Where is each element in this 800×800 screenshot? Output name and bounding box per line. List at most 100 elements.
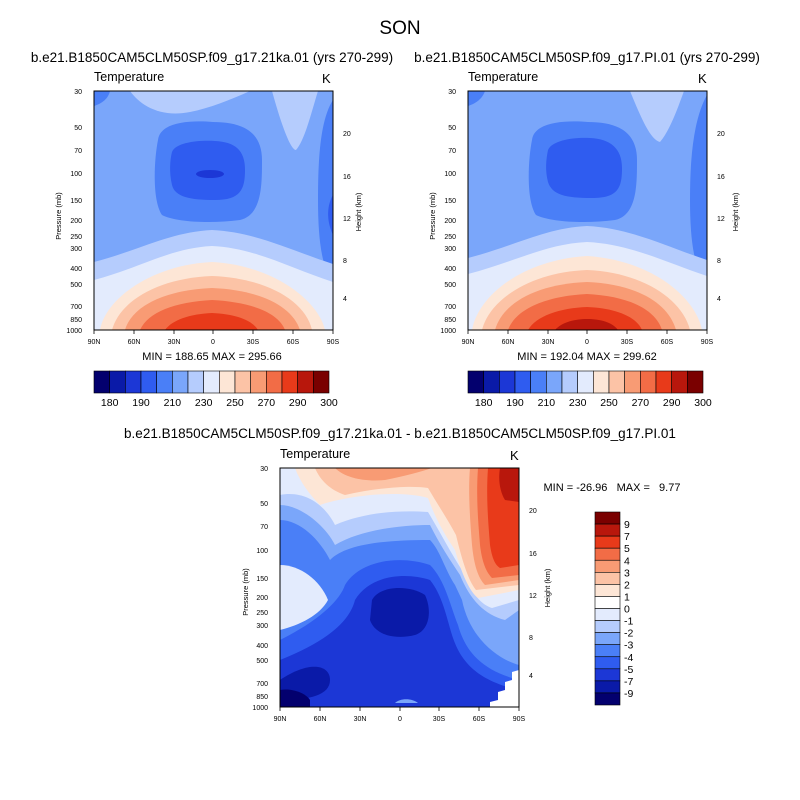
contour-left-pale bbox=[280, 565, 328, 630]
height-tick-label: 20 bbox=[529, 508, 537, 515]
y-tick-label: 150 bbox=[70, 198, 82, 205]
contour-295 bbox=[528, 307, 642, 330]
x-tick-label: 60S bbox=[661, 339, 674, 346]
colorbar-swatch bbox=[594, 559, 621, 573]
y-tick-label: 850 bbox=[444, 317, 456, 324]
y-tick-label: 300 bbox=[444, 246, 456, 253]
x-tick-label: 90S bbox=[701, 339, 714, 346]
contour-300 bbox=[555, 319, 618, 330]
colorbar-swatch bbox=[594, 656, 621, 670]
colorbar-swatch bbox=[655, 370, 672, 394]
colorbar-swatch bbox=[594, 572, 621, 585]
contour-right-edge bbox=[690, 95, 707, 285]
contour-pale-top bbox=[130, 91, 250, 114]
height-tick-label: 20 bbox=[717, 131, 725, 138]
y-tick-label: 200 bbox=[70, 218, 82, 225]
x-tick-label: 60S bbox=[287, 339, 300, 346]
contour-minus9 bbox=[280, 689, 310, 707]
panel-pi-units: K bbox=[698, 71, 707, 86]
colorbar-label: 2 bbox=[624, 579, 630, 591]
colorbar-swatch bbox=[219, 370, 236, 394]
panel-diff-ticks bbox=[279, 707, 520, 711]
y-tick-label: 1000 bbox=[252, 705, 268, 712]
panel-21ka-h-labels: 4 8 12 16 20 bbox=[343, 131, 351, 303]
x-tick-label: 30S bbox=[247, 339, 260, 346]
colorbar-label: 180 bbox=[101, 397, 119, 409]
colorbar-label: 300 bbox=[320, 397, 338, 409]
y-tick-label: 200 bbox=[444, 218, 456, 225]
contour-right-edge-inner bbox=[328, 195, 333, 235]
y-tick-label: 500 bbox=[70, 282, 82, 289]
contour-pale-right bbox=[630, 91, 684, 142]
colorbar-swatch bbox=[93, 370, 110, 394]
colorbar-label: -1 bbox=[624, 616, 633, 628]
colorbar-swatch bbox=[671, 370, 688, 394]
panel-21ka-field bbox=[94, 91, 333, 330]
colorbar-swatch bbox=[594, 547, 621, 561]
colorbar-label: 270 bbox=[632, 397, 650, 409]
x-tick-label: 60N bbox=[502, 339, 515, 346]
colorbar-label: 210 bbox=[164, 397, 182, 409]
y-tick-label: 850 bbox=[70, 317, 82, 324]
y-tick-label: 30 bbox=[448, 89, 456, 96]
colorbar-label: 290 bbox=[663, 397, 681, 409]
contour-core-min bbox=[196, 170, 224, 178]
colorbar-swatch bbox=[593, 370, 610, 394]
colorbar-swatch bbox=[172, 370, 189, 394]
panel-diff-variable: Temperature bbox=[280, 447, 350, 461]
colorbar-label: 9 bbox=[624, 519, 630, 531]
y-tick-label: 150 bbox=[256, 576, 268, 583]
panel-diff: b.e21.B1850CAM5CLM50SP.f09_g17.21ka.01 -… bbox=[124, 426, 680, 723]
panel-21ka-stats: MIN = 188.65 MAX = 295.66 bbox=[142, 351, 281, 363]
colorbar-label: 190 bbox=[506, 397, 524, 409]
colorbar-label: -9 bbox=[624, 688, 633, 700]
colorbar-swatch bbox=[594, 511, 621, 525]
colorbar-swatch bbox=[594, 584, 621, 597]
colorbar-swatch bbox=[594, 596, 621, 609]
y-tick-label: 1000 bbox=[440, 328, 456, 335]
x-tick-label: 90N bbox=[274, 716, 287, 723]
height-tick-label: 20 bbox=[343, 131, 351, 138]
panel-21ka-ticks bbox=[93, 330, 334, 334]
panel-21ka-colorbar: 180 190 210 230 250 270 290 300 bbox=[93, 370, 338, 409]
colorbar-label: 230 bbox=[195, 397, 213, 409]
contour-295 bbox=[165, 313, 258, 330]
panel-pi-y-labels: 30 50 70 100 150 200 250 300 400 500 700… bbox=[440, 89, 456, 335]
panel-pi-variable: Temperature bbox=[468, 70, 538, 84]
colorbar-label: 5 bbox=[624, 543, 630, 555]
colorbar-label: 270 bbox=[258, 397, 276, 409]
y-tick-label: 250 bbox=[256, 610, 268, 617]
colorbar-label: -3 bbox=[624, 640, 633, 652]
y-tick-label: 50 bbox=[74, 125, 82, 132]
height-tick-label: 12 bbox=[717, 216, 725, 223]
height-tick-label: 4 bbox=[717, 296, 721, 303]
colorbar-swatch bbox=[297, 370, 314, 394]
colorbar-swatch bbox=[125, 370, 142, 394]
y-tick-label: 70 bbox=[448, 148, 456, 155]
height-tick-label: 8 bbox=[717, 258, 721, 265]
colorbar-swatch bbox=[499, 370, 516, 394]
height-tick-label: 12 bbox=[529, 593, 537, 600]
panel-21ka-variable: Temperature bbox=[94, 70, 164, 84]
y-tick-label: 300 bbox=[70, 246, 82, 253]
colorbar-swatch bbox=[109, 370, 126, 394]
panel-21ka-units: K bbox=[322, 71, 331, 86]
y-tick-label: 700 bbox=[256, 681, 268, 688]
panel-21ka-x-labels: 90N 60N 30N 0 30S 60S 90S bbox=[88, 339, 340, 346]
panel-21ka-frame bbox=[93, 90, 334, 331]
y-tick-label: 500 bbox=[444, 282, 456, 289]
colorbar-label: 3 bbox=[624, 567, 630, 579]
x-tick-label: 60N bbox=[314, 716, 327, 723]
y-tick-label: 400 bbox=[444, 266, 456, 273]
x-tick-label: 30N bbox=[354, 716, 367, 723]
panel-pi-field bbox=[468, 91, 707, 330]
panel-21ka-ylabel-right: Height (km) bbox=[354, 192, 363, 231]
y-tick-label: 700 bbox=[70, 304, 82, 311]
contour-plus2 bbox=[315, 468, 519, 590]
panel-diff-frame bbox=[279, 467, 520, 708]
y-tick-label: 400 bbox=[256, 643, 268, 650]
height-tick-label: 12 bbox=[343, 216, 351, 223]
y-tick-label: 250 bbox=[70, 234, 82, 241]
